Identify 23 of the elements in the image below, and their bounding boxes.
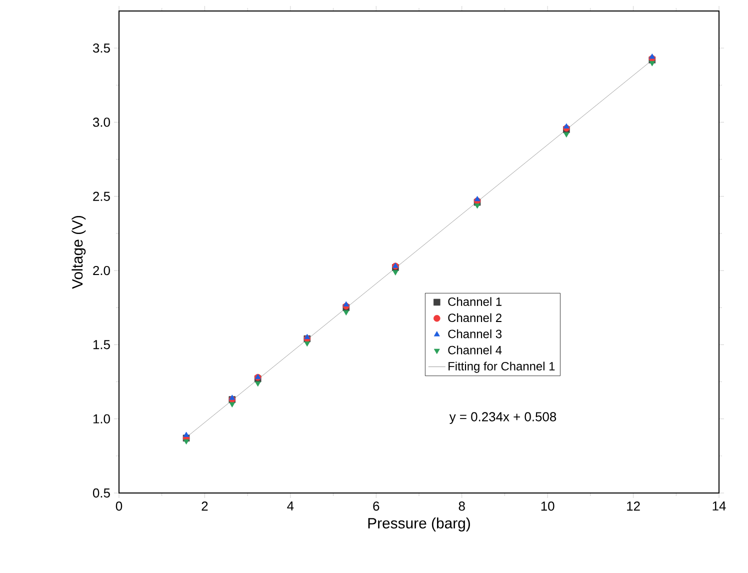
x-tick-label: 12 — [627, 502, 640, 511]
x-tick-label: 6 — [373, 502, 380, 511]
y-tick-label: 3.0 — [92, 118, 110, 127]
x-tick-label: 4 — [287, 502, 294, 510]
y-tick-label: 0.5 — [92, 488, 110, 498]
x-tick-label: 10 — [541, 502, 554, 511]
x-tick-label: 2 — [202, 502, 208, 511]
y-tick-label: 1.0 — [93, 414, 110, 424]
x-tick-label: 0 — [116, 502, 122, 511]
legend-label: Channel 2 — [448, 313, 502, 322]
y-tick-label: 1.5 — [93, 340, 110, 350]
y-tick-label: 2.5 — [93, 192, 110, 201]
y-axis-title: Voltage (V) — [72, 216, 86, 289]
x-tick-label: 8 — [458, 502, 465, 511]
y-tick-label: 2.0 — [93, 266, 110, 276]
annotation: y = 0.234x + 0.508 — [449, 412, 556, 424]
x-axis-title: Pressure (barg) — [368, 518, 470, 532]
y-tick-label: 3.5 — [92, 43, 110, 53]
legend-label: Channel 4 — [448, 346, 502, 354]
legend-label: Fitting for Channel 1 — [448, 362, 555, 373]
legend-label: Channel 3 — [448, 329, 502, 338]
legend-label: Channel 1 — [448, 297, 502, 306]
x-tick-label: 14 — [712, 502, 726, 510]
